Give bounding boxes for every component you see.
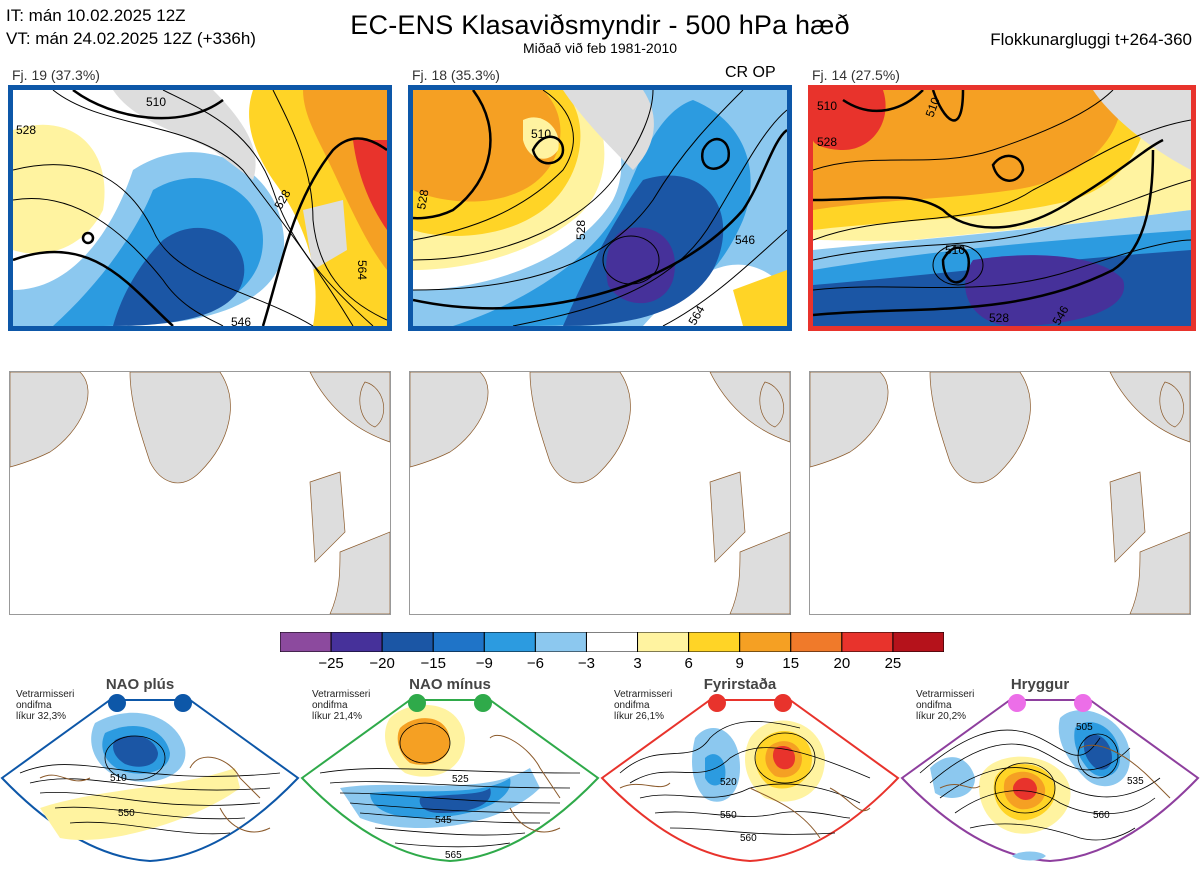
regime-title: Fyrirstaða [703,676,777,693]
contour-label: 564 [355,260,369,280]
contour-label: 528 [574,220,588,240]
contour-label: 528 [989,311,1009,325]
regime-map: 525 545 565 [300,694,600,863]
regime-map: 510 550 [0,694,300,863]
cluster-2-map[interactable]: 510 528 528 546 564 [408,85,792,331]
colorbar-tick-label: −25 [318,655,344,672]
regime-nao-minus[interactable]: NAO mínus Vetrarmisseri ondifma líkur 21,4… [300,676,600,871]
contour-label: 546 [735,233,755,247]
colorbar-tick-label: 9 [735,655,744,672]
regime-map: 520 550 560 [600,694,900,863]
valid-time: VT: mán 24.02.2025 12Z (+336h) [6,29,256,48]
colorbar-swatch [637,631,690,653]
colorbar-tick-label: −15 [420,655,446,672]
basemap-2 [410,372,790,614]
regime-marker-dot [1008,694,1026,712]
colorbar-swatch [585,631,639,653]
contour-label: 510 [923,95,943,119]
regime-info: Vetrarmisseri ondifma líkur 32,3% [16,689,75,722]
contour-label: 510 [146,95,166,109]
contour-label: 546 [231,315,251,326]
colorbar-tick-label: 15 [782,655,800,672]
contour-label: 528 [414,188,431,210]
regime-info: Vetrarmisseri ondifma líkur 20,2% [916,689,975,722]
contour-label: 550 [720,810,737,821]
regime-marker-dot [774,694,792,712]
colorbar-tick-label: 3 [633,655,642,672]
empty-map-3[interactable] [809,371,1191,615]
cluster-1-map[interactable]: 528 510 528 546 564 [8,85,392,331]
colorbar-swatch [483,631,536,653]
colorbar-tick-label: −3 [577,655,595,672]
contour-label: 510 [945,243,965,257]
empty-map-2[interactable] [409,371,791,615]
cluster-3-map[interactable]: 510 510 528 510 528 546 [808,85,1196,331]
contour-label: 545 [435,815,452,826]
regime-marker-dot [108,694,126,712]
colorbar-swatches [279,631,945,653]
init-time-block: IT: mán 10.02.2025 12Z VT: mán 24.02.202… [6,4,256,50]
regime-title: Hryggur [1010,676,1070,693]
regime-title: NAO mínus [409,676,491,693]
contour-label: 510 [110,773,127,784]
regime-marker-dot [174,694,192,712]
colorbar-swatch [279,631,332,653]
cluster-2-anomaly-field: 510 528 528 546 564 [413,90,787,326]
colorbar-swatch [432,631,485,653]
regime-marker-dot [408,694,426,712]
colorbar-swatch [790,631,843,653]
contour-label: 535 [1127,776,1144,787]
cluster-3-label: Fj. 14 (27.5%) [812,67,900,83]
regime-info: Vetrarmisseri ondifma líkur 21,4% [312,689,371,722]
contour-label: 550 [118,808,135,819]
contour-label: 528 [817,135,837,149]
basemap-3 [810,372,1190,614]
regime-map: 505 535 560 [900,694,1200,863]
contour-label: 520 [720,777,737,788]
contour-label: 560 [1093,810,1110,821]
colorbar-swatch [841,631,894,653]
colorbar-swatch [739,631,792,653]
regime-marker-dot [708,694,726,712]
colorbar-tick-label: 6 [684,655,693,672]
contour-label: 510 [531,127,551,141]
contour-label: 525 [452,774,469,785]
basemap-1 [10,372,390,614]
empty-map-1[interactable] [9,371,391,615]
colorbar-tick-label: 20 [833,655,851,672]
regime-ridge[interactable]: Hryggur Vetrarmisseri ondifma líkur 20,2% … [900,676,1200,871]
contour-label: 560 [740,833,757,844]
contour-label: 565 [445,850,462,861]
colorbar-tick-label: −9 [475,655,493,672]
colorbar-swatch [381,631,434,653]
page-title: EC-ENS Klasaviðsmyndir - 500 hPa hæð [350,10,850,40]
colorbar-tick-label: 25 [884,655,902,672]
regime-info: Vetrarmisseri ondifma líkur 26,1% [614,689,673,722]
colorbar [279,631,945,653]
control-run-tag: CR OP [725,64,776,81]
colorbar-tick-label: −6 [526,655,544,672]
regime-marker-dot [474,694,492,712]
regime-nao-plus[interactable]: NAO plús Vetrarmisseri ondifma líkur 32,3%… [0,676,300,871]
colorbar-tick-label: −20 [369,655,395,672]
contour-label: 510 [817,99,837,113]
classification-window: Flokkunargluggi t+264-360 [990,30,1192,49]
colorbar-swatch [892,631,945,653]
cluster-1-label: Fj. 19 (37.3%) [12,67,100,83]
regime-title: NAO plús [105,676,175,693]
cluster-1-anomaly-field: 528 510 528 546 564 [13,90,387,326]
colorbar-swatch [534,631,587,653]
regime-marker-dot [1074,694,1092,712]
init-time: IT: mán 10.02.2025 12Z [6,6,186,25]
contour-label: 505 [1076,722,1093,733]
colorbar-swatch [330,631,383,653]
regime-blocking[interactable]: Fyrirstaða Vetrarmisseri ondifma líkur 26,… [600,676,900,871]
colorbar-swatch [688,631,741,653]
contour-label: 528 [16,123,36,137]
cluster-2-label: Fj. 18 (35.3%) [412,67,500,83]
cluster-3-anomaly-field: 510 510 528 510 528 546 [813,90,1191,326]
page-subtitle: Miðað við feb 1981-2010 [522,40,678,56]
